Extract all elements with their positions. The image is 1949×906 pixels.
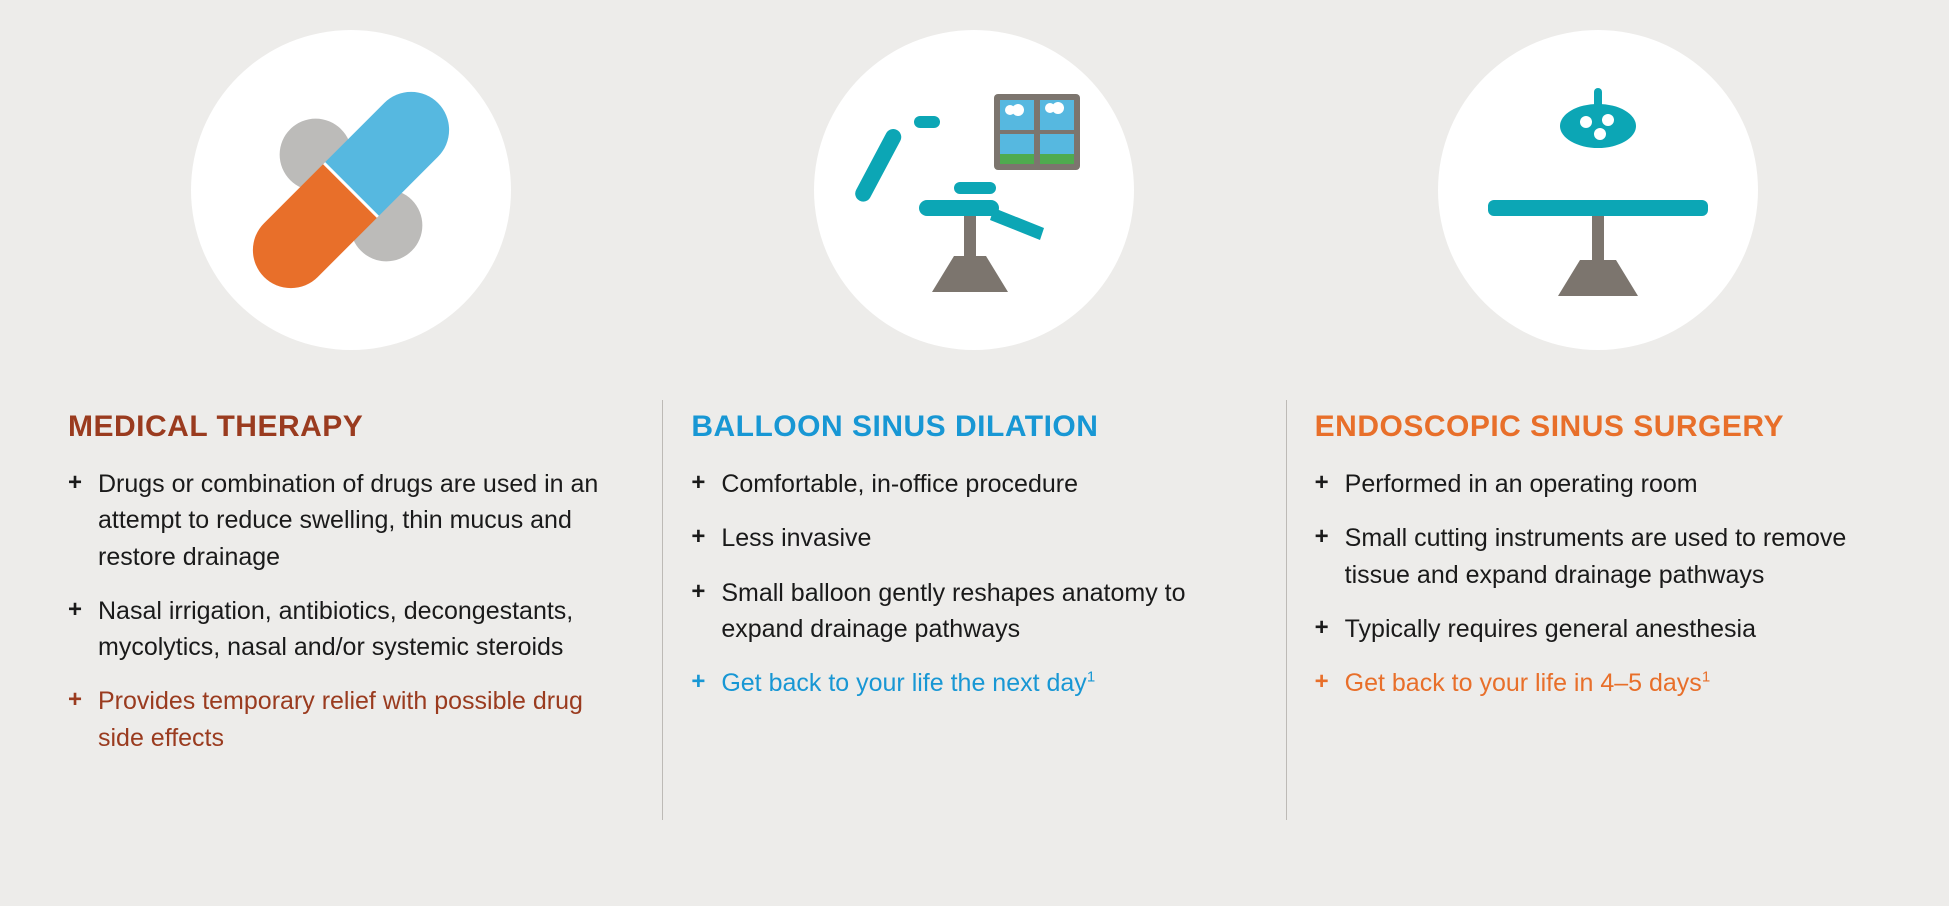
list-item: Provides temporary relief with possible … [68, 683, 634, 756]
icon-wrap [68, 30, 634, 350]
list-item: Typically requires general anesthesia [1315, 611, 1881, 647]
list-item: Comfortable, in-office procedure [691, 466, 1257, 502]
operating-table-icon [1468, 60, 1728, 320]
column-endoscopic-surgery: ENDOSCOPIC SINUS SURGERY Performed in an… [1287, 30, 1909, 820]
column-medical-therapy: MEDICAL THERAPY Drugs or combination of … [40, 30, 662, 820]
icon-circle [191, 30, 511, 350]
bullet-list: Drugs or combination of drugs are used i… [68, 466, 634, 756]
icon-wrap [691, 30, 1257, 350]
footnote-ref: 1 [1702, 669, 1710, 686]
column-title: MEDICAL THERAPY [68, 410, 634, 444]
list-item: Less invasive [691, 520, 1257, 556]
icon-circle [814, 30, 1134, 350]
list-item: Drugs or combination of drugs are used i… [68, 466, 634, 575]
list-item: Small cutting instruments are used to re… [1315, 520, 1881, 593]
list-item: Get back to your life in 4–5 days1 [1315, 665, 1881, 701]
icon-circle [1438, 30, 1758, 350]
pills-icon [241, 80, 461, 300]
icon-wrap [1315, 30, 1881, 350]
footnote-ref: 1 [1087, 669, 1095, 686]
column-title: BALLOON SINUS DILATION [691, 410, 1257, 444]
list-item: Performed in an operating room [1315, 466, 1881, 502]
bullet-list: Performed in an operating room Small cut… [1315, 466, 1881, 701]
infographic-row: MEDICAL THERAPY Drugs or combination of … [0, 0, 1949, 860]
office-chair-icon [844, 60, 1104, 320]
bullet-list: Comfortable, in-office procedure Less in… [691, 466, 1257, 701]
list-item: Nasal irrigation, antibiotics, decongest… [68, 593, 634, 666]
list-item: Small balloon gently reshapes anatomy to… [691, 575, 1257, 648]
column-title: ENDOSCOPIC SINUS SURGERY [1315, 410, 1881, 444]
list-item: Get back to your life the next day1 [691, 665, 1257, 701]
column-balloon-dilation: BALLOON SINUS DILATION Comfortable, in-o… [663, 30, 1285, 820]
